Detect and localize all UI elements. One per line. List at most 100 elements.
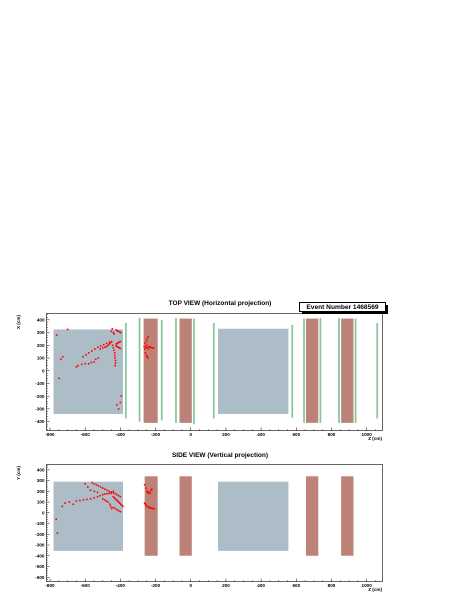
- hit-point: [106, 492, 108, 495]
- hit-point: [110, 340, 113, 343]
- x-tick-label: 600: [292, 432, 300, 437]
- hit-point: [112, 506, 115, 509]
- hit-point: [119, 347, 122, 350]
- hit-point: [72, 503, 75, 506]
- hit-point: [110, 491, 113, 493]
- hit-point: [114, 359, 117, 362]
- hit-point: [117, 494, 120, 497]
- detector-plane: [138, 317, 141, 422]
- hit-point: [145, 504, 147, 507]
- hit-point: [93, 496, 95, 499]
- x-tick-label: -400: [116, 432, 126, 437]
- y-tick-label: -400: [35, 419, 45, 424]
- event-number-label: Event Number 1468569: [306, 304, 379, 311]
- x-tick-label: -200: [151, 432, 161, 437]
- x-tick-label: -600: [81, 432, 91, 437]
- hit-point: [104, 488, 106, 490]
- hit-point: [149, 507, 152, 509]
- hit-point: [96, 495, 99, 498]
- hit-point: [120, 504, 123, 507]
- y-tick-label: 300: [37, 478, 45, 483]
- hit-point: [144, 348, 146, 350]
- detector-plane: [376, 323, 379, 419]
- hit-point: [143, 345, 145, 348]
- hit-point: [84, 362, 86, 365]
- hit-point: [146, 505, 148, 508]
- hit-point: [143, 342, 146, 345]
- hit-point: [93, 361, 95, 363]
- y-tick-label: 0: [42, 368, 45, 373]
- detector-magnet: [305, 318, 319, 423]
- hit-point: [105, 345, 108, 348]
- hit-point: [117, 341, 120, 344]
- hit-point: [112, 331, 115, 334]
- hit-point: [94, 348, 96, 350]
- hit-point: [64, 502, 66, 504]
- x-tick-label: 200: [222, 432, 230, 437]
- hit-point: [104, 493, 106, 495]
- hit-point: [116, 345, 119, 348]
- detector-magnet: [341, 318, 354, 423]
- hit-point: [84, 483, 86, 485]
- hit-point: [82, 499, 85, 501]
- hit-point: [75, 366, 78, 368]
- top-view-title: TOP VIEW (Horizontal projection): [169, 300, 272, 307]
- hit-point: [114, 492, 116, 495]
- hit-point: [115, 329, 117, 331]
- x-tick-label: 0: [189, 432, 192, 437]
- x-tick-label: 0: [189, 583, 192, 588]
- x-tick-label: 1000: [362, 583, 373, 588]
- hit-point: [119, 331, 122, 334]
- side-view-ylabel: Y (cm): [16, 466, 21, 480]
- hit-point: [117, 346, 120, 348]
- hit-point: [60, 358, 62, 361]
- x-tick-label: 800: [328, 583, 336, 588]
- top-view-ylabel: X (cm): [16, 315, 21, 330]
- hit-point: [116, 329, 119, 332]
- hit-point: [144, 503, 147, 506]
- hit-point: [108, 490, 110, 493]
- hit-point: [117, 509, 120, 512]
- hit-point: [111, 327, 114, 330]
- side-view-title: SIDE VIEW (Vertical projection): [172, 452, 268, 459]
- hit-point: [99, 494, 101, 497]
- hit-point: [109, 341, 112, 344]
- y-tick-label: 400: [37, 317, 45, 322]
- hit-point: [101, 347, 104, 349]
- hit-point: [120, 395, 123, 397]
- hit-point: [147, 491, 150, 493]
- detector-tracker: [218, 481, 289, 551]
- hit-point: [99, 345, 102, 347]
- hit-point: [146, 355, 148, 358]
- hit-point: [113, 333, 115, 335]
- hit-point: [99, 348, 101, 350]
- detector-plane: [212, 323, 215, 419]
- x-tick-label: 400: [257, 432, 265, 437]
- detector-plane: [124, 323, 127, 419]
- hit-point: [118, 341, 121, 343]
- detector-plane: [160, 319, 163, 421]
- top-view-x-axis: -800 -600 -400 -200 0 200 400 600 800 1000: [45, 427, 376, 437]
- side-view-y-axis: -600 -500 -400 -300 -200 -100 0 100 200 300 400: [35, 465, 50, 582]
- hit-point: [114, 507, 116, 510]
- y-tick-label: -600: [35, 575, 45, 580]
- hit-point: [89, 498, 92, 500]
- hit-point: [106, 489, 108, 492]
- detector-plane: [193, 318, 195, 425]
- hit-point: [150, 489, 152, 492]
- hit-point: [147, 506, 149, 508]
- hit-point: [117, 408, 120, 410]
- hit-point: [109, 505, 112, 508]
- hit-point: [97, 357, 100, 359]
- hit-point: [93, 483, 96, 485]
- hit-point: [114, 498, 117, 500]
- hit-point: [118, 331, 121, 333]
- detector-plane: [354, 318, 357, 423]
- hit-point: [143, 484, 146, 486]
- hit-point: [102, 343, 105, 346]
- y-tick-label: 0: [42, 510, 45, 515]
- side-view-xlabel: Z (cm): [368, 587, 382, 592]
- hit-point: [112, 492, 115, 494]
- hit-point: [110, 492, 113, 495]
- hit-point: [115, 343, 117, 345]
